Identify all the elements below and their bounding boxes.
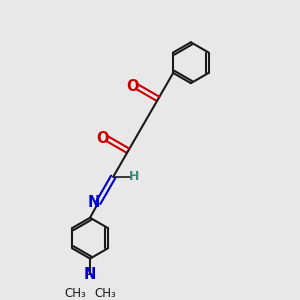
Text: CH₃: CH₃ (64, 287, 86, 300)
Text: H: H (128, 170, 139, 183)
Text: O: O (96, 130, 108, 146)
Text: N: N (84, 268, 96, 283)
Text: O: O (126, 79, 138, 94)
Text: N: N (87, 195, 100, 210)
Text: CH₃: CH₃ (94, 287, 116, 300)
